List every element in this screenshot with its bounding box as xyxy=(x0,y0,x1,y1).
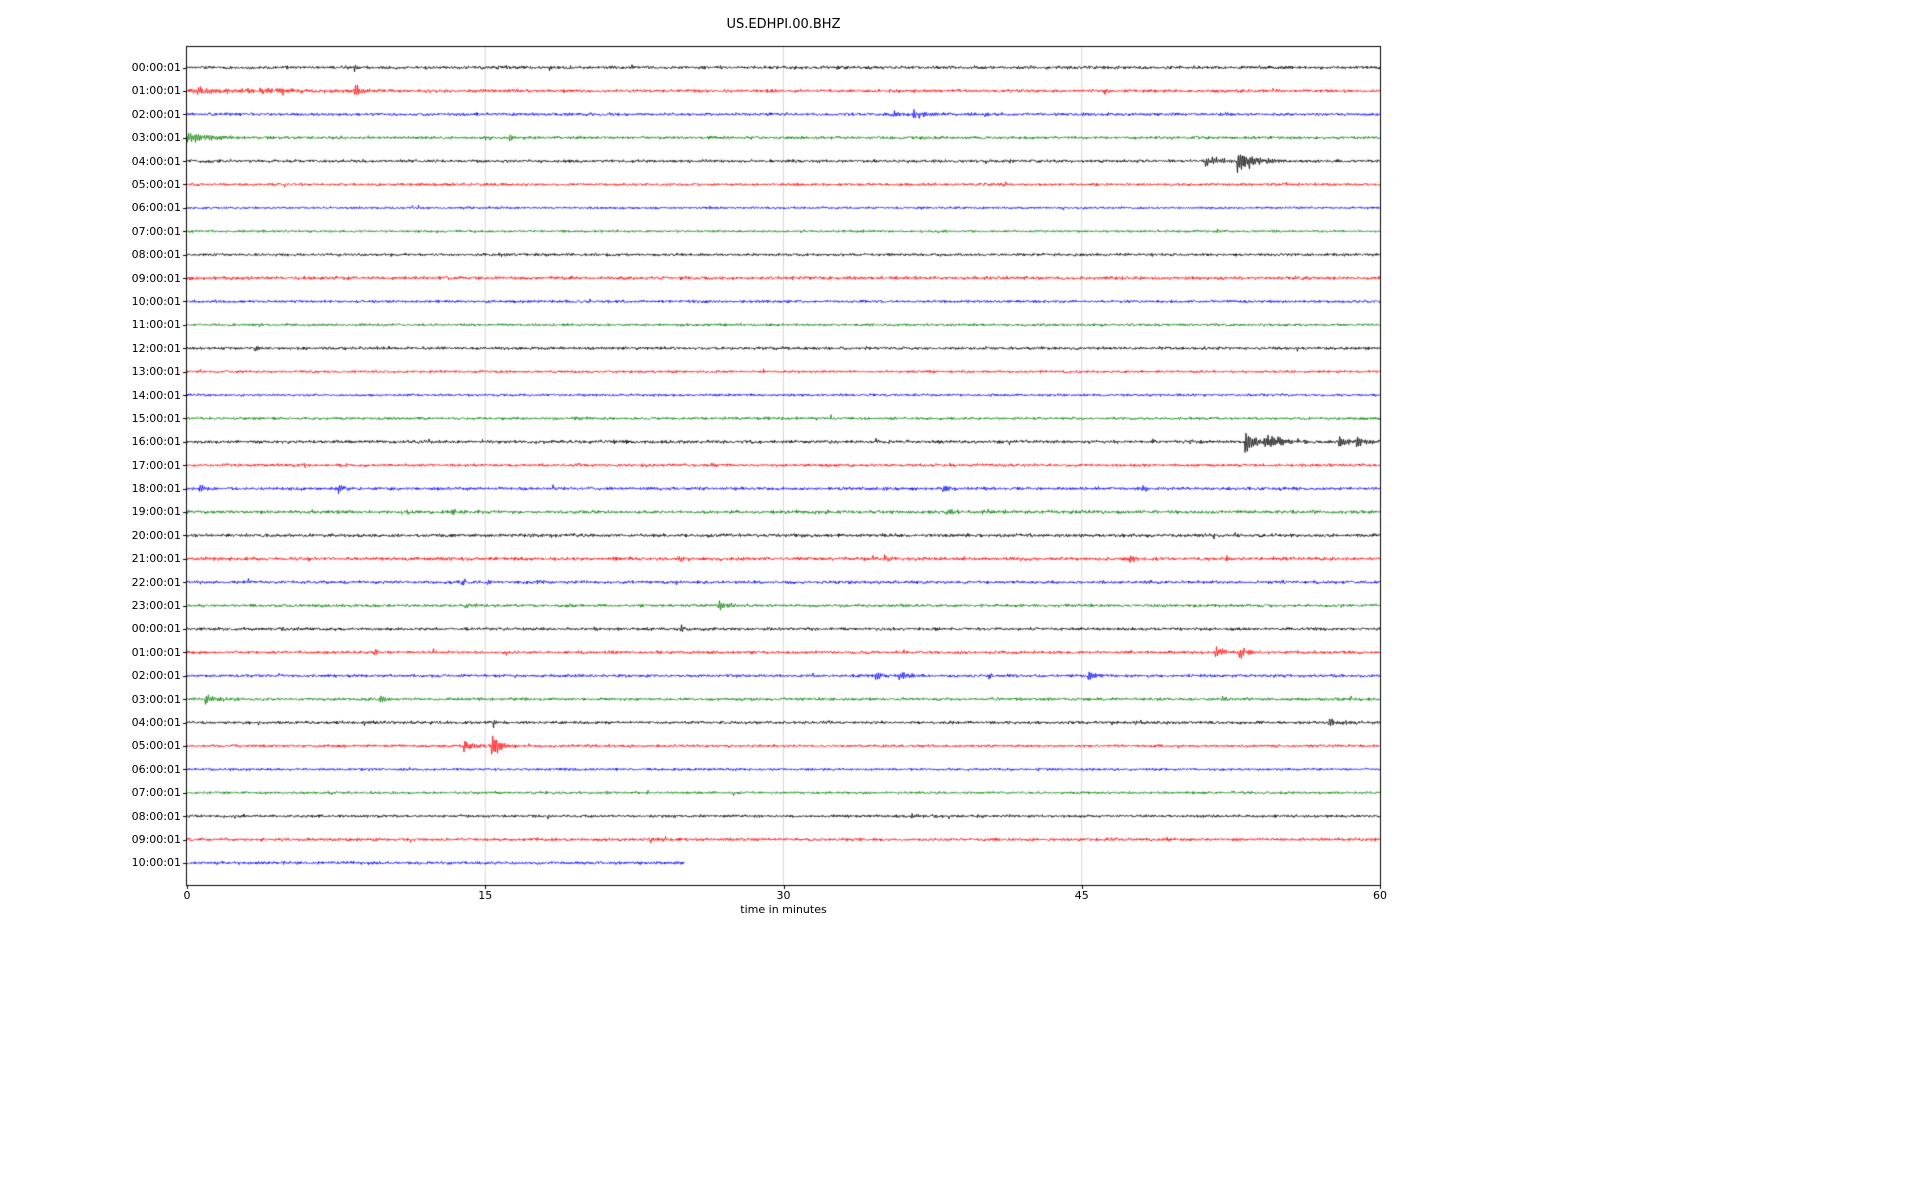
y-tick-label: 21:00:01 xyxy=(131,552,181,566)
y-tick-label: 03:00:01 xyxy=(131,692,181,706)
y-tick-label: 09:00:01 xyxy=(131,833,181,846)
y-tick-label: 05:00:01 xyxy=(131,177,181,191)
y-tick-label: 17:00:01 xyxy=(131,458,181,472)
y-tick-label: 12:00:01 xyxy=(131,341,181,355)
y-tick-label: 15:00:01 xyxy=(131,411,181,425)
y-tick-label: 20:00:01 xyxy=(131,528,181,542)
y-tick-label: 05:00:01 xyxy=(131,739,181,753)
y-tick-label: 09:00:01 xyxy=(131,271,181,285)
y-tick-label: 07:00:01 xyxy=(131,786,181,800)
x-tick-label: 30 xyxy=(776,889,791,902)
y-tick-label: 01:00:01 xyxy=(131,84,181,98)
y-tick-label: 08:00:01 xyxy=(131,809,181,823)
y-tick-label: 02:00:01 xyxy=(131,669,181,683)
waveform-plot-canvas xyxy=(180,40,1395,900)
x-tick-label: 15 xyxy=(478,889,493,902)
y-tick-label: 11:00:01 xyxy=(131,318,181,332)
y-tick-label: 02:00:01 xyxy=(131,107,181,121)
y-tick-label: 13:00:01 xyxy=(131,365,181,379)
y-tick-label: 00:00:01 xyxy=(131,61,181,74)
x-tick-label: 45 xyxy=(1074,889,1089,902)
y-tick-label: 06:00:01 xyxy=(131,201,181,215)
x-tick-label: 60 xyxy=(1373,889,1387,902)
y-tick-label: 10:00:01 xyxy=(131,294,181,308)
x-axis-label: time in minutes xyxy=(740,903,827,916)
chart-title: US.EDHPI.00.BHZ xyxy=(726,17,841,32)
y-tick-label: 16:00:01 xyxy=(131,435,181,449)
y-tick-label: 18:00:01 xyxy=(131,482,181,496)
x-tick-label: 0 xyxy=(183,889,191,902)
y-tick-label: 06:00:01 xyxy=(131,762,181,776)
y-tick-label: 14:00:01 xyxy=(131,388,181,402)
y-tick-label: 22:00:01 xyxy=(131,575,181,589)
y-tick-label: 10:00:01 xyxy=(131,856,181,870)
y-tick-label: 04:00:01 xyxy=(131,716,181,730)
y-tick-label: 03:00:01 xyxy=(131,131,181,145)
y-tick-label: 01:00:01 xyxy=(131,645,181,659)
y-tick-label: 08:00:01 xyxy=(131,248,181,262)
y-tick-label: 07:00:01 xyxy=(131,224,181,238)
y-tick-label: 00:00:01 xyxy=(131,622,181,636)
y-tick-label: 19:00:01 xyxy=(131,505,181,519)
y-tick-label: 23:00:01 xyxy=(131,599,181,613)
y-tick-label: 04:00:01 xyxy=(131,154,181,168)
